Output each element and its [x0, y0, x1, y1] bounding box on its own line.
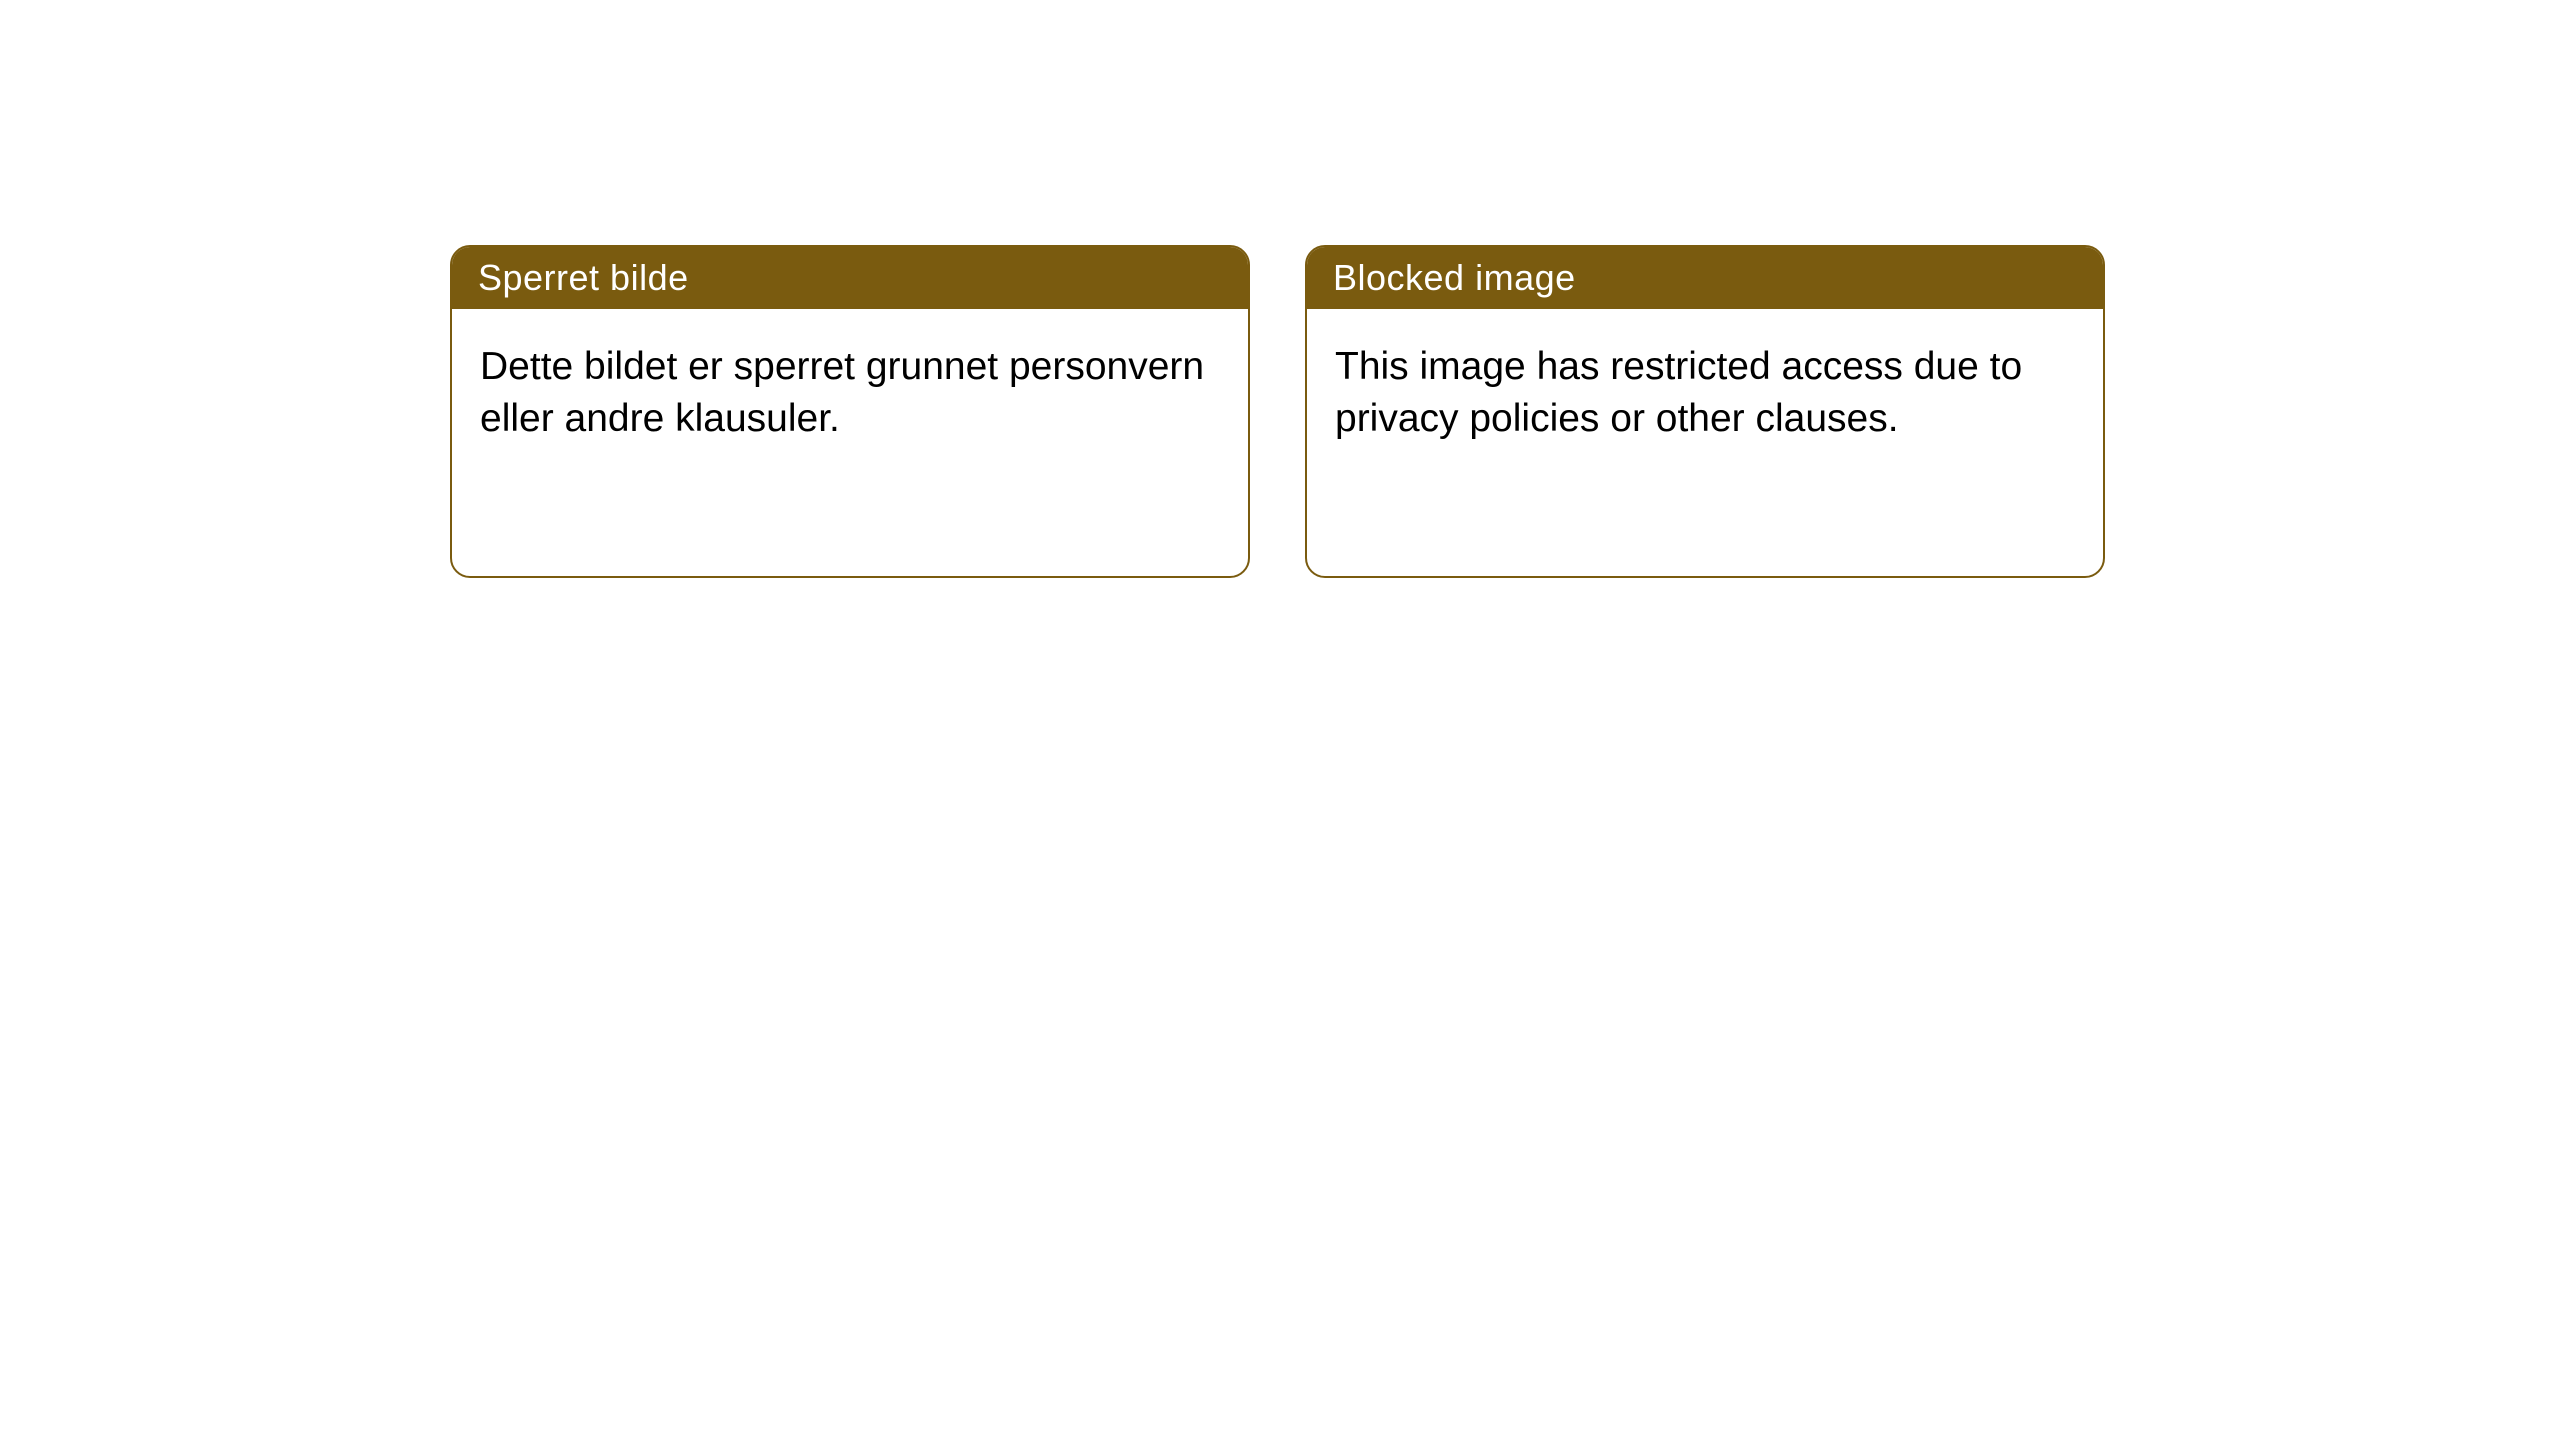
notice-body-en: This image has restricted access due to …: [1307, 309, 2103, 477]
notice-container: Sperret bilde Dette bildet er sperret gr…: [0, 0, 2560, 578]
notice-card-en: Blocked image This image has restricted …: [1305, 245, 2105, 578]
notice-card-no: Sperret bilde Dette bildet er sperret gr…: [450, 245, 1250, 578]
notice-body-no: Dette bildet er sperret grunnet personve…: [452, 309, 1248, 477]
notice-header-en: Blocked image: [1307, 247, 2103, 309]
notice-header-no: Sperret bilde: [452, 247, 1248, 309]
